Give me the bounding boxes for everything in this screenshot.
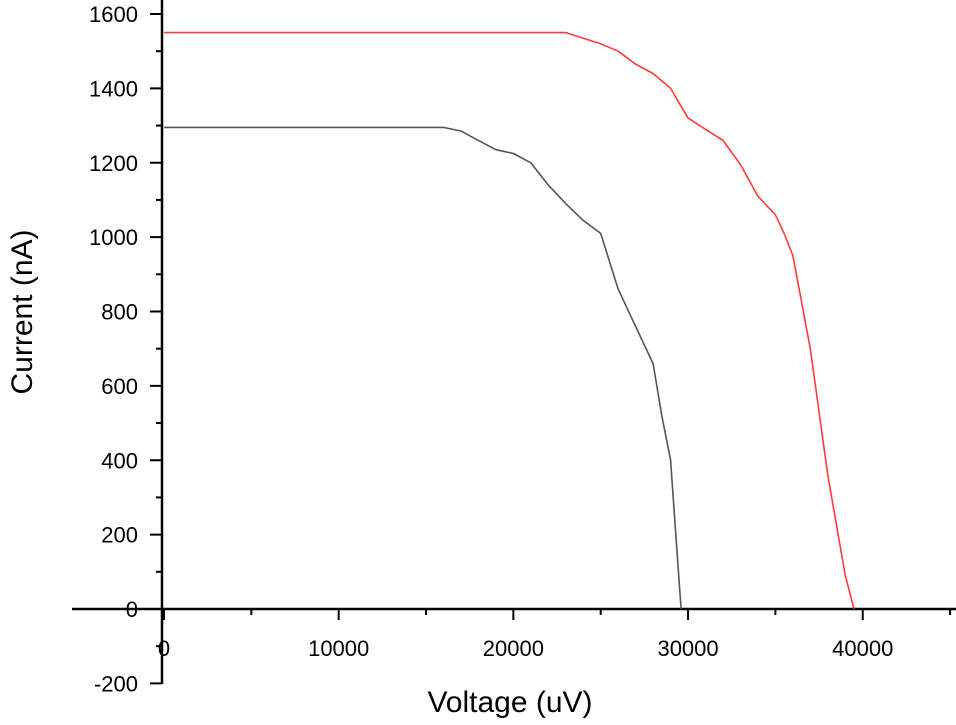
x-tick-label: 0: [158, 636, 170, 661]
series-line-2: [164, 126, 682, 610]
y-tick-label: 1400: [89, 76, 138, 101]
y-tick-label: 0: [126, 597, 138, 622]
x-tick-label: 10000: [308, 636, 369, 661]
x-axis-title: Voltage (uV): [427, 686, 592, 719]
y-tick-label: 600: [101, 374, 138, 399]
axes: [72, 0, 956, 685]
series-layer: [164, 31, 855, 610]
y-tick-label: 1200: [89, 151, 138, 176]
y-tick-label: 800: [101, 300, 138, 325]
x-tick-label: 40000: [832, 636, 893, 661]
y-axis-title: Current (nA): [6, 229, 39, 394]
x-tick-label: 30000: [657, 636, 718, 661]
x-tick-label: 20000: [483, 636, 544, 661]
series-line-1: [164, 31, 855, 610]
labels: 0 10000 20000 30000 40000 -200 0 200 400 600 800 10…: [89, 2, 893, 696]
y-tick-label: 400: [101, 448, 138, 473]
y-tick-label: 200: [101, 523, 138, 548]
y-tick-label: 1000: [89, 225, 138, 250]
y-tick-label: 1600: [89, 2, 138, 27]
y-tick-label: -200: [94, 671, 138, 696]
